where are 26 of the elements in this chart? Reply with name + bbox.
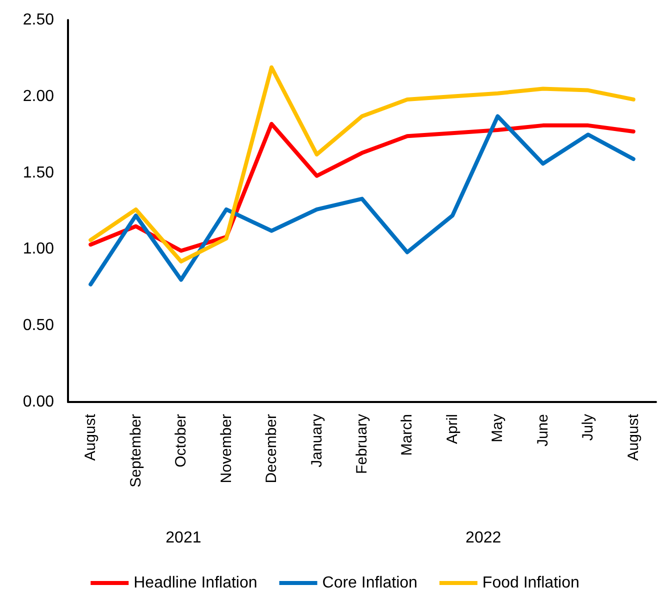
- text: 2022: [466, 530, 502, 546]
- x-tick-label: May: [489, 414, 506, 442]
- x-tick-label: August: [82, 413, 100, 461]
- x-tick-label: October: [172, 414, 190, 468]
- text: 2021: [166, 530, 202, 546]
- y-tick-label: 2.00: [22, 88, 54, 105]
- y-tick-label: 1.00: [22, 240, 54, 258]
- line-series: [88, 65, 636, 264]
- y-tick-label: 0.50: [22, 317, 54, 334]
- x-tick-label: November: [218, 414, 235, 484]
- x-tick-label: September: [127, 414, 144, 488]
- x-tick-label: February: [354, 414, 370, 474]
- x-tick-label: December: [263, 414, 280, 484]
- x-tick-label: June: [534, 414, 552, 447]
- line-series: [88, 114, 636, 286]
- y-tick-label: 2.50: [22, 12, 54, 28]
- y-tick-label: 1.50: [22, 164, 54, 182]
- x-tick-label: January: [308, 414, 326, 468]
- legend-label: Core Inflation: [322, 574, 418, 592]
- legend-label: Food Inflation: [482, 574, 580, 592]
- x-tick-label: March: [398, 414, 416, 456]
- x-tick-label: July: [580, 414, 597, 441]
- x-tick-label: April: [444, 414, 461, 444]
- x-tick-label: August: [624, 413, 642, 461]
- y-tick-label: 0.00: [22, 394, 54, 410]
- legend-label: Headline Inflation: [134, 574, 258, 592]
